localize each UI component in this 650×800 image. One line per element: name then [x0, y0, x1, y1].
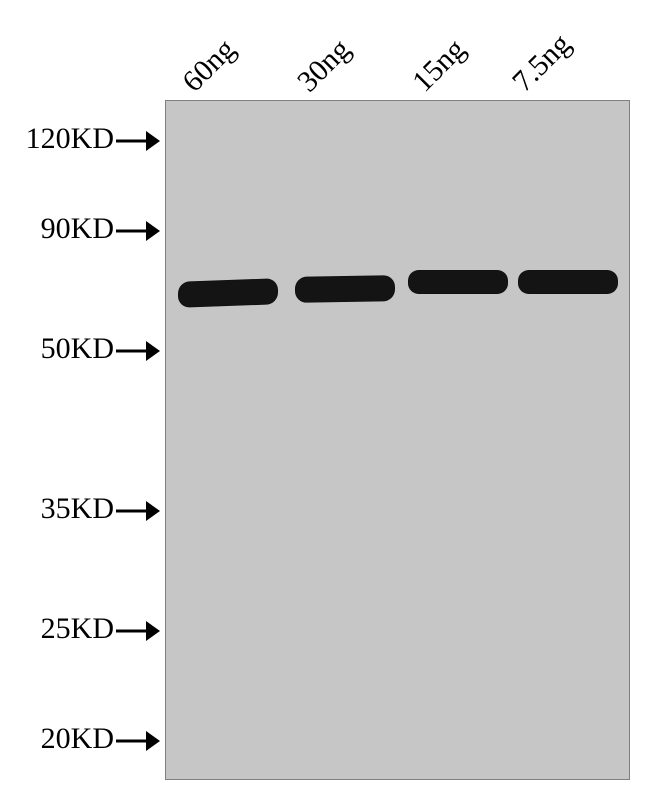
mw-marker-label: 50KD [41, 332, 114, 365]
lane-label: 60ng [176, 33, 242, 99]
lane-label: 7.5ng [506, 27, 578, 99]
lane-label: 30ng [291, 33, 357, 99]
mw-marker: 50KD [41, 332, 160, 366]
blot-band [295, 275, 395, 303]
arrow-right-icon [116, 131, 160, 151]
mw-marker: 35KD [41, 492, 160, 526]
arrow-right-icon [116, 501, 160, 521]
western-blot-figure: 120KD 90KD 50KD 35KD 25KD 20KD 60ng 30ng 15ng 7.… [0, 0, 650, 800]
lane-label-text: 15ng [406, 33, 472, 99]
mw-marker: 25KD [41, 612, 160, 646]
lane-label-text: 7.5ng [506, 27, 577, 98]
arrow-right-icon [116, 221, 160, 241]
mw-marker: 90KD [41, 212, 160, 246]
mw-marker-label: 120KD [26, 122, 114, 155]
mw-marker-label: 20KD [41, 722, 114, 755]
blot-band [178, 278, 278, 307]
mw-marker: 120KD [26, 122, 160, 156]
blot-band [408, 270, 508, 294]
mw-marker-label: 90KD [41, 212, 114, 245]
lane-label-text: 60ng [176, 33, 242, 99]
lane-label: 15ng [406, 33, 472, 99]
mw-marker-label: 25KD [41, 612, 114, 645]
blot-membrane [165, 100, 630, 780]
blot-band [518, 270, 618, 294]
lane-label-text: 30ng [291, 33, 357, 99]
arrow-right-icon [116, 731, 160, 751]
arrow-right-icon [116, 341, 160, 361]
arrow-right-icon [116, 621, 160, 641]
mw-marker-label: 35KD [41, 492, 114, 525]
mw-marker: 20KD [41, 722, 160, 756]
